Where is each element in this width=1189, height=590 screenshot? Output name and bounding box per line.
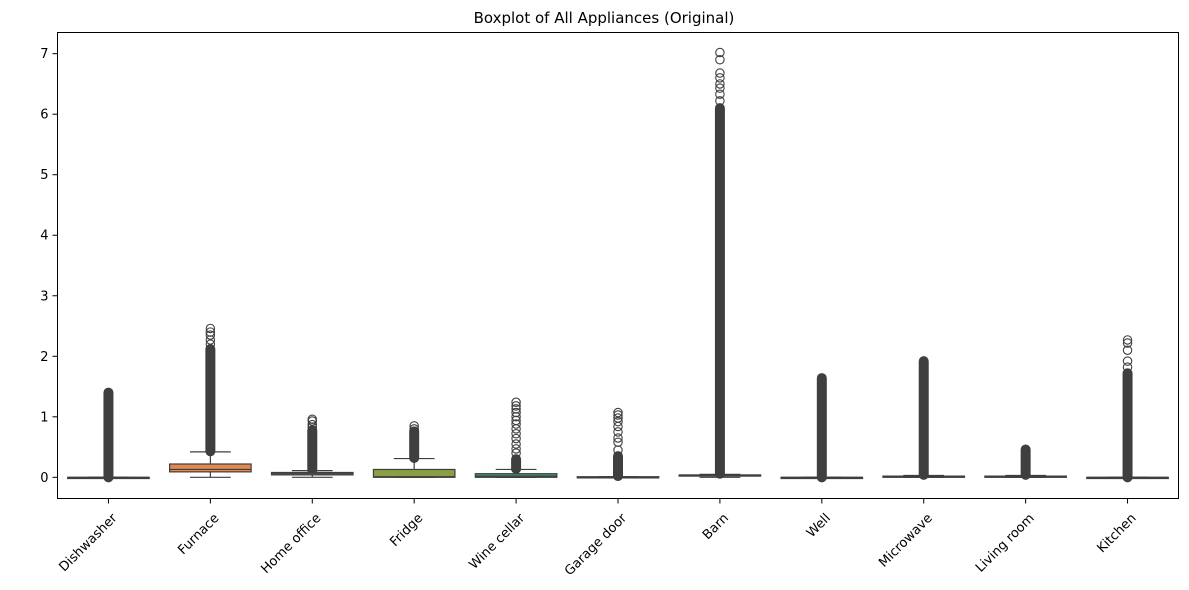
x-tick-label: Dishwasher <box>56 510 121 575</box>
outlier-point <box>511 397 521 408</box>
x-tick-label: Furnace <box>175 511 222 558</box>
outlier-point <box>715 96 725 106</box>
y-tick-label: 5 <box>40 168 48 183</box>
box-body <box>169 463 252 473</box>
box-barn <box>678 47 762 479</box>
outlier-point <box>511 401 521 411</box>
outlier-point <box>715 54 725 65</box>
y-tick-label: 1 <box>40 410 48 425</box>
box-wine-cellar <box>474 397 558 478</box>
x-tick-label: Fridge <box>387 511 426 550</box>
outlier-point <box>613 413 623 423</box>
outlier-cluster <box>1020 444 1031 480</box>
outlier-point <box>511 444 521 454</box>
x-tick-label: Barn <box>700 511 732 543</box>
outlier-point <box>511 439 521 449</box>
box-body <box>474 473 558 478</box>
outlier-point <box>1122 338 1133 348</box>
x-tick-label: Living room <box>973 511 1038 576</box>
x-tick-label: Garage door <box>562 510 631 579</box>
outlier-point <box>511 404 521 414</box>
outlier-point <box>1122 362 1133 372</box>
chart-title: Boxplot of All Appliances (Original) <box>474 9 735 27</box>
box-dishwasher <box>67 387 150 483</box>
outlier-point <box>511 407 521 418</box>
outlier-point <box>715 83 725 93</box>
outlier-cluster <box>714 103 725 479</box>
outlier-cluster <box>918 356 929 480</box>
y-tick-label: 2 <box>40 350 48 365</box>
x-tick-label: Kitchen <box>1094 511 1139 556</box>
outlier-point <box>715 68 725 78</box>
outlier-point <box>205 327 216 337</box>
outlier-point <box>307 419 318 430</box>
outlier-point <box>205 323 216 334</box>
outlier-cluster <box>103 387 114 483</box>
outlier-cluster <box>1122 368 1133 483</box>
box-kitchen <box>1086 335 1169 483</box>
box-fridge <box>372 421 456 478</box>
outlier-point <box>715 73 725 83</box>
outlier-point <box>307 414 318 424</box>
y-tick-label: 3 <box>40 289 48 304</box>
outlier-point <box>715 79 725 89</box>
outlier-point <box>1122 335 1133 345</box>
x-tick-label: Wine cellar <box>466 510 528 572</box>
outlier-point <box>511 448 521 458</box>
x-tick-label: Home office <box>258 511 324 577</box>
outlier-point <box>511 424 521 434</box>
y-tick-label: 6 <box>40 108 48 123</box>
box-furnace <box>169 323 252 478</box>
outlier-point <box>511 428 521 439</box>
outlier-point <box>613 421 623 432</box>
outlier-point <box>511 433 521 444</box>
plot-area: 0 1 2 3 4 5 6 7 Dishwasher Furnace Home office Frid… <box>40 47 1169 579</box>
outlier-point <box>613 437 623 447</box>
x-tick-label: Microwave <box>876 511 936 571</box>
box-garage-door <box>576 407 660 482</box>
outlier-point <box>613 427 623 437</box>
outlier-point <box>715 47 725 58</box>
outlier-cluster <box>816 373 827 483</box>
box-microwave <box>882 356 966 480</box>
outlier-point <box>409 424 419 434</box>
plot-frame <box>57 32 1179 499</box>
box-home-office <box>270 414 354 478</box>
y-tick-label: 0 <box>40 471 48 486</box>
outlier-point <box>511 419 521 429</box>
y-tick-label: 4 <box>40 229 48 244</box>
outlier-point <box>613 410 623 420</box>
outlier-point <box>205 339 216 349</box>
box-body <box>372 468 456 478</box>
x-tick-label: Well <box>804 511 834 541</box>
y-tick-label: 7 <box>40 47 48 62</box>
outlier-point <box>409 421 419 431</box>
outlier-point <box>205 330 216 340</box>
outlier-point <box>613 433 623 443</box>
outlier-point <box>613 416 623 427</box>
outlier-point <box>1122 356 1133 366</box>
box-well <box>780 373 864 483</box>
outlier-point <box>613 407 623 418</box>
box-living-room <box>984 444 1068 480</box>
outlier-point <box>715 89 725 99</box>
outlier-point <box>1122 345 1133 355</box>
outlier-cluster <box>307 425 318 476</box>
outlier-cluster <box>613 451 623 482</box>
outlier-cluster <box>205 344 216 457</box>
